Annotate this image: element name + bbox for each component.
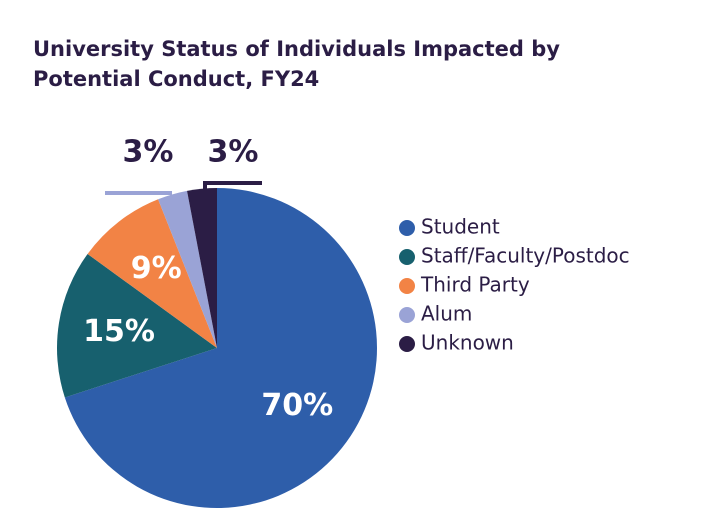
data-label: 15% [83, 314, 155, 349]
legend-marker [399, 249, 415, 265]
chart-title: University Status of Individuals Impacte… [33, 37, 560, 91]
legend-label: Staff/Faculty/Postdoc [421, 244, 630, 268]
pie-slice [187, 188, 217, 348]
pie-slice [158, 190, 217, 348]
pie-slice [87, 199, 217, 348]
legend-marker [399, 336, 415, 352]
legend-label: Alum [421, 302, 472, 326]
legend-label: Third Party [420, 273, 530, 297]
leader-line [203, 181, 262, 190]
pie-slice [64, 188, 377, 508]
legend-marker [399, 307, 415, 323]
legend-label: Unknown [421, 331, 514, 355]
pie-slice [57, 253, 217, 398]
data-label: 9% [131, 251, 182, 286]
legend-marker [399, 220, 415, 236]
data-label: 70% [261, 388, 333, 423]
data-label: 3% [208, 135, 259, 170]
data-label: 3% [123, 135, 174, 170]
legend-marker [399, 278, 415, 294]
legend-label: Student [421, 215, 500, 239]
